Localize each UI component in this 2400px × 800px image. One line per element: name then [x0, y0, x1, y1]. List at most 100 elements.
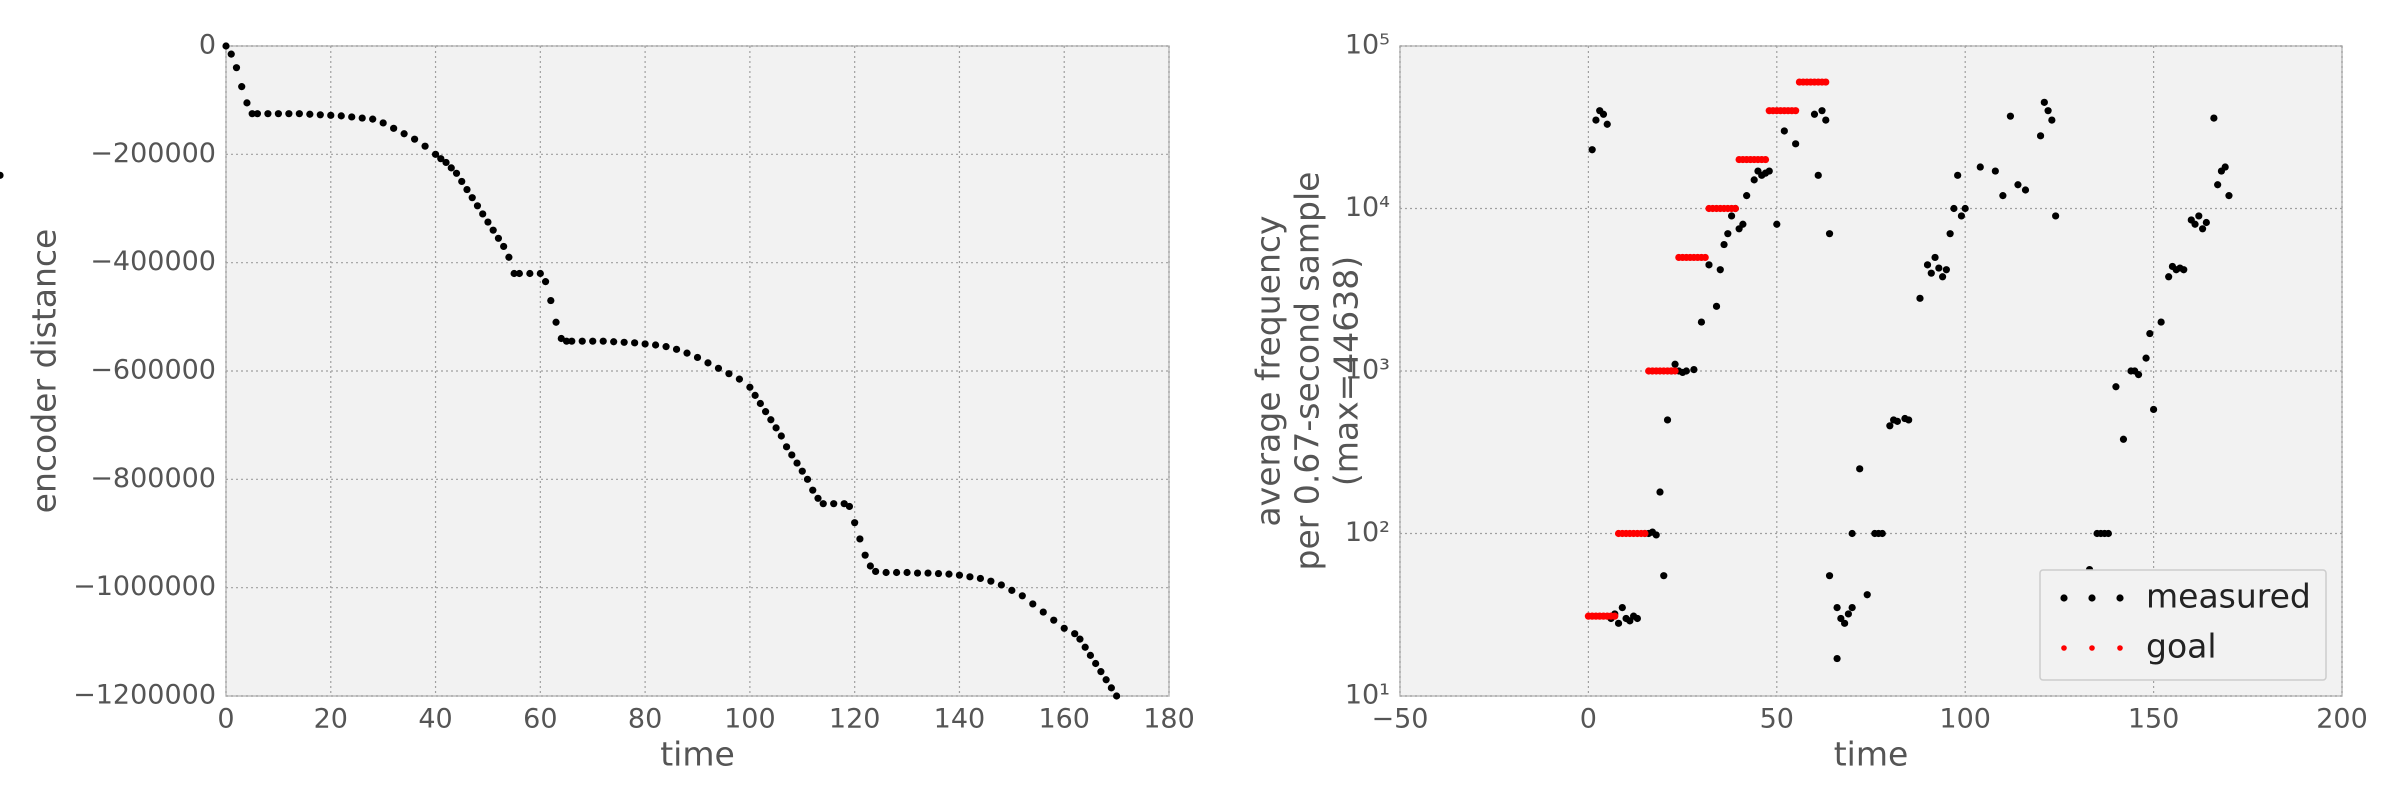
data-point [1081, 643, 1089, 651]
data-point [1682, 367, 1690, 375]
y-tick-label: −600000 [90, 355, 216, 386]
y-axis-label: encoder distance [25, 229, 64, 514]
data-point [756, 399, 764, 408]
data-point [861, 551, 869, 559]
data-point [2119, 435, 2128, 443]
data-point [253, 110, 262, 118]
data-point [851, 519, 859, 527]
data-point [1841, 619, 1849, 627]
data-point [1893, 417, 1901, 425]
data-point [1905, 416, 1913, 424]
data-point [1720, 240, 1728, 249]
data-point [248, 110, 256, 118]
data-point [793, 459, 801, 467]
x-tick-label: 120 [829, 704, 881, 735]
data-point [1780, 127, 1788, 135]
data-point [1999, 192, 2007, 200]
data-point [2014, 181, 2022, 189]
x-tick-label: 160 [1038, 704, 1090, 735]
data-point [1071, 630, 1079, 638]
data-point [238, 83, 246, 91]
x-tick-label: 200 [2316, 704, 2368, 735]
data-point [243, 99, 251, 107]
data-point [2044, 107, 2052, 115]
data-point [1660, 572, 1668, 580]
marks [0, 78, 2233, 663]
data-point [599, 337, 607, 345]
data-point [1976, 163, 1984, 171]
legend-marker [2117, 645, 2123, 651]
y-tick-label: 10¹ [1345, 680, 1390, 711]
data-point [1113, 692, 1121, 700]
legend-marker [2060, 594, 2068, 602]
data-point [1946, 230, 1954, 238]
data-point [924, 569, 932, 577]
data-point [866, 562, 874, 570]
data-point [693, 353, 702, 362]
data-point [2165, 273, 2173, 281]
data-point [1863, 591, 1871, 599]
data-point [1957, 212, 1966, 220]
data-point [2052, 212, 2060, 220]
data-point [872, 567, 880, 576]
data-point [1656, 488, 1664, 496]
x-tick-label: 100 [1939, 704, 1991, 735]
data-point [1029, 600, 1037, 608]
data-point [662, 343, 670, 351]
legend-marker [2061, 645, 2067, 651]
data-point [1825, 572, 1834, 580]
data-point [1076, 635, 1084, 643]
data-point [222, 42, 230, 50]
data-point [1712, 302, 1721, 310]
data-point [1916, 294, 1924, 302]
data-point [2146, 329, 2154, 338]
data-point [1765, 167, 1773, 175]
data-point [1008, 586, 1016, 594]
data-point [337, 112, 345, 120]
data-point [1107, 684, 1115, 692]
data-point [903, 568, 911, 577]
data-point [348, 113, 356, 121]
data-point [2191, 220, 2199, 228]
data-point [1588, 146, 1596, 154]
data-point [631, 339, 639, 347]
data-point [2021, 186, 2030, 194]
data-point [782, 443, 791, 451]
data-point [641, 340, 649, 348]
legend-label: goal [2146, 627, 2217, 666]
data-point [725, 370, 733, 378]
data-point [1856, 465, 1864, 473]
data-point [1878, 529, 1886, 538]
data-point [966, 573, 974, 581]
data-point [2048, 116, 2056, 124]
data-point [2221, 163, 2229, 171]
x-tick-label: 0 [1580, 704, 1597, 735]
data-point [541, 278, 550, 286]
data-point [1848, 529, 1856, 538]
data-point [2112, 383, 2120, 391]
data-point [1652, 531, 1660, 539]
data-point [2157, 318, 2165, 326]
data-point [1039, 608, 1047, 616]
data-point [1731, 204, 1739, 213]
data-point [1792, 107, 1800, 115]
legend-marker [2089, 645, 2095, 651]
data-point [500, 242, 508, 251]
data-point [227, 50, 235, 58]
data-point [1663, 416, 1672, 424]
data-point [489, 226, 497, 234]
x-tick-label: 50 [1760, 704, 1794, 735]
data-point [1961, 204, 1969, 213]
marks [222, 42, 1121, 700]
data-point [1618, 603, 1626, 612]
data-point [274, 110, 282, 118]
data-point [494, 234, 503, 242]
data-point [945, 570, 953, 578]
data-point [751, 391, 759, 399]
data-point [437, 155, 445, 163]
data-point [1727, 212, 1736, 220]
data-point [369, 115, 377, 123]
y-tick-label: 0 [199, 30, 216, 61]
data-point [997, 581, 1005, 589]
